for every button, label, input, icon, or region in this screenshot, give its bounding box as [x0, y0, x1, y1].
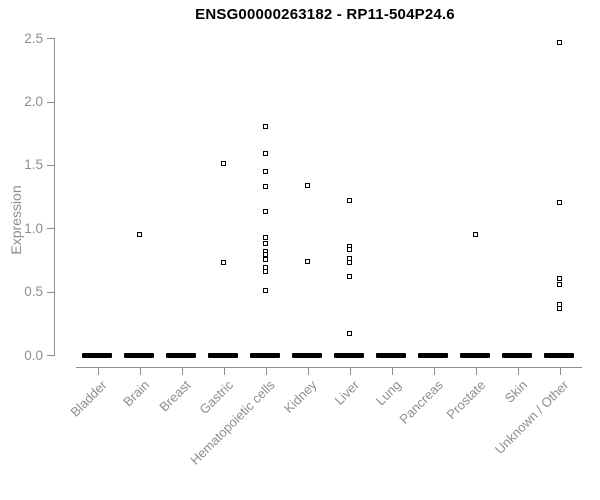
zero-expression-cluster	[124, 353, 154, 358]
data-point	[220, 161, 226, 167]
zero-expression-cluster	[460, 353, 490, 358]
data-point	[556, 39, 562, 45]
data-point	[472, 232, 478, 238]
x-tick-label: Skin	[501, 377, 530, 406]
x-tick	[518, 367, 519, 375]
zero-expression-cluster	[502, 353, 532, 358]
x-tick-label: Hematopoietic cells	[187, 377, 278, 468]
zero-expression-cluster	[208, 353, 238, 358]
x-tick	[308, 367, 309, 375]
x-tick	[98, 367, 99, 375]
data-point	[556, 276, 562, 282]
x-tick	[266, 367, 267, 375]
data-point	[346, 330, 352, 336]
data-point	[262, 124, 268, 130]
data-point	[304, 258, 310, 264]
zero-expression-cluster	[376, 353, 406, 358]
zero-expression-cluster	[418, 353, 448, 358]
y-tick	[47, 355, 54, 356]
x-tick	[434, 367, 435, 375]
x-tick	[476, 367, 477, 375]
y-tick-label: 0.0	[24, 347, 43, 363]
data-point	[262, 183, 268, 189]
zero-expression-cluster	[82, 353, 112, 358]
x-tick-label: Liver	[331, 377, 362, 408]
y-tick	[47, 38, 54, 40]
data-point	[346, 197, 352, 203]
data-point	[346, 247, 352, 253]
y-tick	[47, 228, 54, 230]
data-point	[262, 151, 268, 157]
data-point	[262, 241, 268, 246]
y-tick-label: 1.0	[24, 220, 43, 236]
x-tick-label: Brain	[119, 377, 152, 410]
zero-expression-cluster	[166, 353, 196, 358]
data-point	[346, 273, 352, 279]
x-tick	[560, 367, 561, 375]
x-tick	[182, 367, 183, 375]
data-point	[262, 268, 268, 274]
data-point	[346, 260, 352, 265]
data-point	[220, 260, 226, 265]
x-tick	[392, 367, 393, 375]
y-axis-line	[54, 38, 55, 356]
data-point	[304, 182, 310, 188]
y-tick-label: 2.5	[24, 30, 43, 46]
chart-title: ENSG00000263182 - RP11-504P24.6	[195, 6, 455, 23]
x-tick-label: Prostate	[443, 377, 488, 423]
data-point	[262, 257, 268, 263]
x-tick	[140, 367, 141, 375]
data-point	[262, 234, 268, 240]
data-point	[262, 168, 268, 174]
data-point	[262, 287, 268, 293]
zero-expression-cluster	[292, 353, 322, 358]
y-tick-label: 0.5	[24, 284, 43, 300]
x-tick-label: Breast	[156, 377, 194, 415]
y-tick	[47, 101, 54, 103]
y-tick	[47, 291, 54, 293]
x-tick-label: Gastric	[196, 377, 236, 418]
x-tick	[224, 367, 225, 375]
x-tick-label: Kidney	[281, 377, 320, 417]
x-tick-label: Pancreas	[396, 377, 446, 427]
data-point	[556, 200, 562, 206]
y-tick-label: 1.5	[24, 157, 43, 173]
x-tick-label: Bladder	[67, 377, 110, 420]
y-tick-label: 2.0	[24, 94, 43, 110]
data-point	[262, 209, 268, 215]
data-point	[556, 281, 562, 287]
x-tick	[350, 367, 351, 375]
data-point	[262, 252, 268, 258]
zero-expression-cluster	[544, 353, 574, 358]
data-point	[136, 232, 142, 238]
data-point	[556, 305, 562, 311]
zero-expression-cluster	[334, 353, 364, 358]
x-axis-line	[76, 367, 582, 368]
zero-expression-cluster	[250, 353, 280, 358]
y-tick	[47, 164, 54, 166]
x-tick-label: Lung	[372, 377, 404, 409]
x-tick-label: Unknown / Other	[492, 377, 572, 457]
